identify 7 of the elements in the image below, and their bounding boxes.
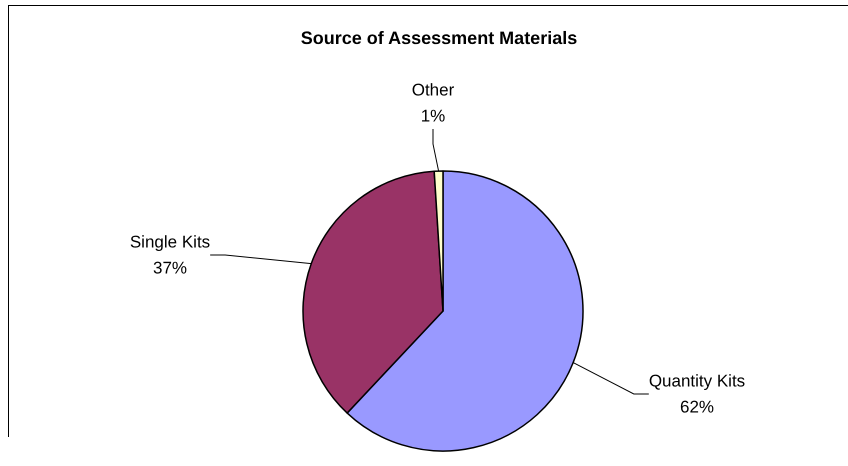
chart-title: Source of Assessment Materials [300,28,578,48]
slice-label: Other [412,80,455,100]
slice-label: Quantity Kits [648,372,746,390]
slice-label: Single Kits [130,232,210,252]
data-label: 1% [420,106,446,126]
data-label: 62% [680,398,714,416]
data-label: 37% [152,258,188,278]
